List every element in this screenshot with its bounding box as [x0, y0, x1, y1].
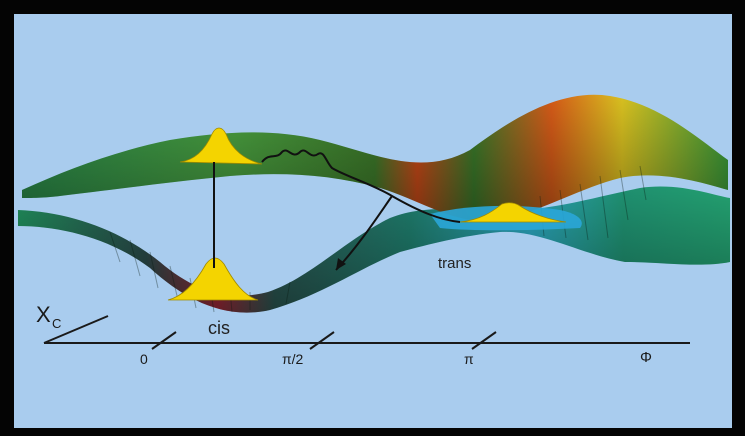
- trans-label: trans: [438, 255, 471, 272]
- axis-label-x-sub: C: [52, 316, 61, 331]
- tick-label-0: 0: [140, 351, 148, 367]
- tick-label-pi: π: [464, 351, 474, 367]
- tick-0: [151, 331, 177, 350]
- tick-pi: [471, 331, 497, 350]
- reaction-axis: X C 0 π/2 π Φ: [36, 302, 690, 367]
- tick-pi-half: [309, 331, 335, 350]
- excited-wavepacket: [179, 127, 263, 165]
- x-coordinate-axis: [43, 315, 109, 344]
- tick-label-pi-half: π/2: [282, 351, 304, 367]
- trans-wavepacket: [459, 202, 567, 223]
- cis-label: cis: [208, 318, 230, 338]
- branch-arrow-icon: [336, 258, 346, 270]
- excited-state-surface: [22, 94, 728, 222]
- cis-wavepacket: [167, 257, 259, 301]
- tick-label-phi: Φ: [640, 349, 652, 366]
- relaxation-path: [261, 149, 461, 223]
- axis-label-x: X: [36, 302, 51, 327]
